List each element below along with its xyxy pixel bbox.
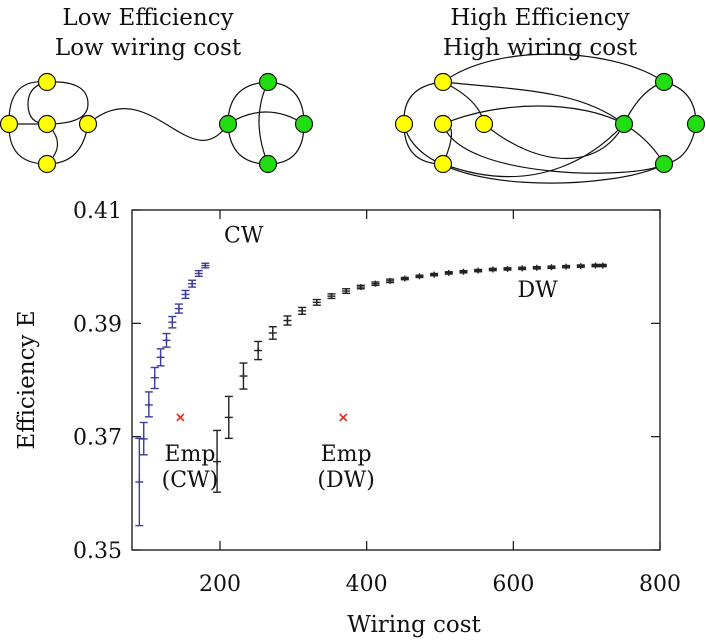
dw-point xyxy=(488,266,497,273)
cw-point xyxy=(150,366,159,390)
network-low-nodes xyxy=(0,72,314,174)
dw-point xyxy=(459,268,468,275)
cw-point xyxy=(156,348,165,367)
network-high-title-line2: High wiring cost xyxy=(443,35,638,61)
dw-point xyxy=(576,263,585,270)
dw-point xyxy=(312,298,321,306)
cw-point xyxy=(139,421,148,456)
cw-point xyxy=(162,332,171,348)
dw-point xyxy=(400,275,409,282)
dw-point xyxy=(474,267,483,274)
annotation-emp-cw-line2: (CW) xyxy=(162,468,219,493)
annotation-emp-cw-line1: Emp xyxy=(164,442,215,467)
empirical-point xyxy=(176,413,185,422)
x-tick-label: 200 xyxy=(199,572,241,597)
axis-ticks: 200 400 600 800 0.35 0.37 0.39 0.41 xyxy=(73,199,681,597)
dw-point xyxy=(356,284,365,291)
network-high-efficiency: High Efficiency High wiring cost xyxy=(394,5,706,184)
dw-point xyxy=(327,293,336,300)
y-axis-label: Efficiency E xyxy=(14,310,40,449)
cw-point xyxy=(144,391,153,418)
x-tick-label: 800 xyxy=(639,572,681,597)
y-tick-label: 0.35 xyxy=(73,539,122,564)
dw-point xyxy=(224,395,233,440)
y-tick-label: 0.41 xyxy=(73,199,122,224)
efficiency-chart: 200 400 600 800 0.35 0.37 0.39 0.41 Wiring cost… xyxy=(14,199,681,638)
cw-point xyxy=(201,262,210,269)
x-tick-label: 600 xyxy=(492,572,534,597)
dw-point xyxy=(518,265,527,272)
cw-point xyxy=(188,279,197,288)
data-marks xyxy=(135,262,607,527)
dw-point xyxy=(283,315,292,326)
dw-point xyxy=(213,429,222,493)
annotation-emp-dw-line1: Emp xyxy=(321,442,372,467)
cw-point xyxy=(168,315,177,329)
dw-point xyxy=(415,273,424,280)
cw-point xyxy=(194,269,203,277)
dw-point xyxy=(562,263,571,270)
network-high-nodes xyxy=(394,72,706,174)
cw-point xyxy=(174,303,183,314)
dw-point xyxy=(503,265,512,272)
cw-point xyxy=(135,437,144,527)
annotation-dw: DW xyxy=(517,278,558,303)
dw-point xyxy=(547,264,556,271)
dw-point xyxy=(386,277,395,284)
x-axis-label: Wiring cost xyxy=(347,612,481,638)
dw-point xyxy=(254,340,263,361)
network-low-title-line1: Low Efficiency xyxy=(62,5,233,31)
plot-frame xyxy=(131,209,661,551)
dw-point xyxy=(239,362,248,390)
dw-point xyxy=(298,306,307,315)
cw-point xyxy=(181,289,190,300)
network-low-efficiency: Low Efficiency Low wiring cost xyxy=(0,5,314,174)
y-tick-label: 0.37 xyxy=(73,426,122,451)
network-low-title-line2: Low wiring cost xyxy=(55,35,242,61)
empirical-point xyxy=(339,413,348,422)
dw-point xyxy=(444,269,453,276)
dw-point xyxy=(430,271,439,278)
dw-point xyxy=(268,326,277,340)
x-tick-label: 400 xyxy=(346,572,388,597)
dw-point xyxy=(598,262,607,269)
annotation-cw: CW xyxy=(224,224,264,249)
annotation-emp-dw-line2: (DW) xyxy=(317,468,374,493)
y-tick-label: 0.39 xyxy=(73,312,122,337)
dw-point xyxy=(591,262,600,269)
dw-point xyxy=(371,280,380,287)
dw-point xyxy=(532,264,541,271)
dw-point xyxy=(342,288,351,295)
network-high-title-line1: High Efficiency xyxy=(450,5,629,31)
